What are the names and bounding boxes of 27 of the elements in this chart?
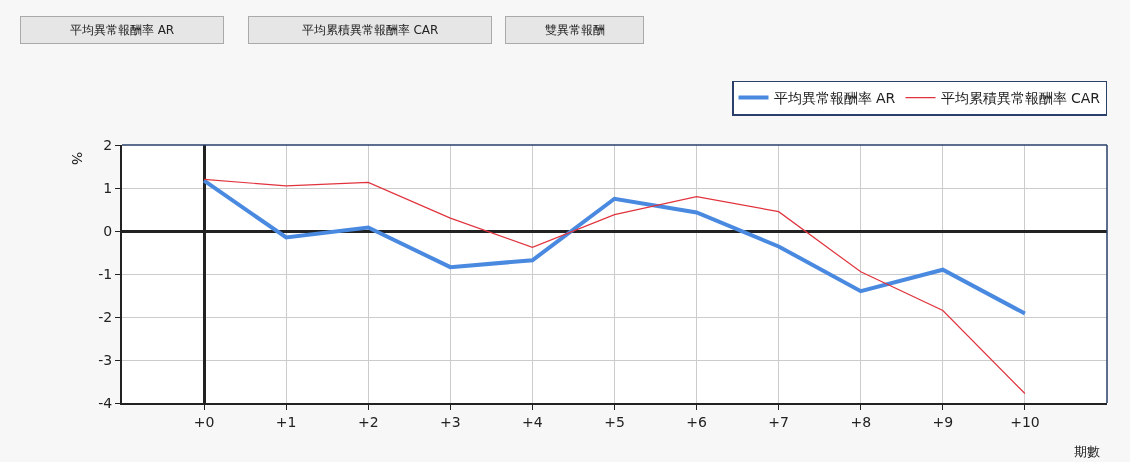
y-tick-label: -3 <box>98 351 113 368</box>
x-axis-title: 期數 <box>1074 444 1100 459</box>
line-series <box>202 178 1027 316</box>
legend-label: 平均異常報酬率 AR <box>773 90 896 107</box>
y-tick-label: -2 <box>98 308 113 325</box>
x-tick-label: +4 <box>522 413 543 430</box>
x-tick-label: +3 <box>440 413 461 430</box>
line-series <box>203 178 1026 395</box>
y-tick-label: -1 <box>98 265 113 282</box>
text: 平均累積異常報酬率 CAR <box>301 23 439 37</box>
x-tick-label: +5 <box>604 413 625 430</box>
x-tick-label: +9 <box>932 413 954 430</box>
x-tick-label: +1 <box>275 413 297 430</box>
legend-label: 平均累積異常報酬率 CAR <box>940 90 1101 107</box>
y-tick-label: 1 <box>103 179 113 196</box>
x-tick-label: +0 <box>193 413 215 430</box>
text: 雙異常報酬 <box>544 23 605 37</box>
x-tick-label: +2 <box>357 413 379 430</box>
text: 平均異常報酬率 AR <box>69 23 175 37</box>
y-tick-label: 2 <box>103 136 113 153</box>
y-axis-title: % <box>69 151 86 166</box>
x-tick-label: +7 <box>768 413 789 430</box>
x-tick-label: +8 <box>850 413 872 430</box>
y-tick-label: -4 <box>98 394 113 411</box>
y-tick-label: 0 <box>103 222 113 239</box>
x-tick-label: +10 <box>1010 413 1040 430</box>
x-tick-label: +6 <box>686 413 707 430</box>
